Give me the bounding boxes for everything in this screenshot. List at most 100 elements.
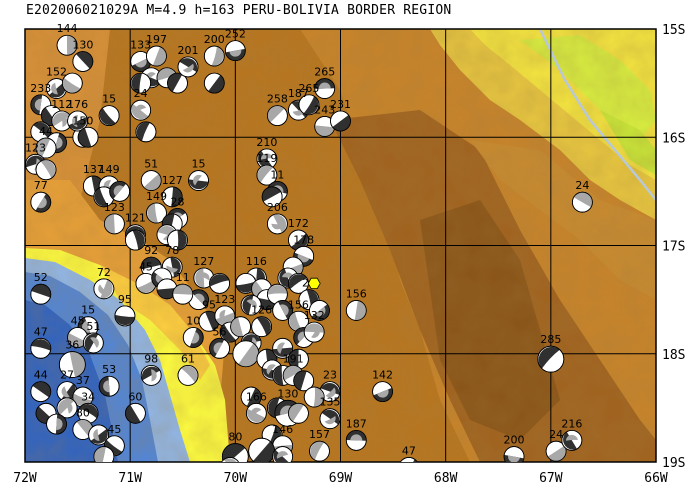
mechanism-depth-label: 119 bbox=[256, 152, 277, 165]
mechanism-depth-label: 233 bbox=[30, 82, 51, 95]
mechanism-depth-label: 252 bbox=[225, 28, 246, 41]
beachball bbox=[248, 437, 276, 462]
mechanism-depth-label: 60 bbox=[128, 390, 142, 403]
lon-tick-label: 69W bbox=[329, 471, 353, 486]
mechanism-depth-label: 36 bbox=[65, 339, 79, 352]
beachball bbox=[193, 267, 215, 289]
beachball bbox=[399, 457, 419, 462]
beachball bbox=[314, 116, 336, 137]
mechanism-depth-label: 133 bbox=[130, 38, 151, 51]
mechanism-depth-label: 123 bbox=[214, 293, 235, 306]
beachball bbox=[93, 446, 115, 462]
mechanism-depth-label: 44 bbox=[39, 125, 53, 138]
mechanism-depth-label: 149 bbox=[146, 190, 167, 203]
lon-tick-label: 68W bbox=[434, 471, 458, 486]
mechanism-depth-label: 24 bbox=[575, 179, 589, 192]
beachball bbox=[272, 446, 294, 462]
mechanism-depth-label: 265 bbox=[298, 82, 319, 95]
mechanism-depth-label: 52 bbox=[34, 271, 48, 284]
mechanism-depth-label: 28 bbox=[170, 195, 184, 208]
beachball bbox=[303, 321, 325, 343]
mechanism-depth-label: 176 bbox=[67, 98, 88, 111]
mechanism-depth-label: 34 bbox=[81, 390, 95, 403]
lon-tick-label: 72W bbox=[13, 471, 37, 486]
beachball bbox=[309, 440, 330, 462]
beachball bbox=[537, 345, 565, 373]
mechanism-depth-label: 191 bbox=[283, 352, 304, 365]
beachball bbox=[56, 34, 78, 56]
mechanism-depth-label: 56 bbox=[213, 325, 227, 338]
beachball bbox=[109, 180, 131, 202]
beachball bbox=[561, 429, 583, 451]
mechanism-depth-label: 137 bbox=[83, 163, 104, 176]
beachball bbox=[56, 397, 78, 419]
beachball bbox=[221, 457, 239, 462]
mechanism-depth-label: 150 bbox=[72, 114, 93, 127]
beachball bbox=[88, 424, 110, 446]
mechanism-depth-label: 157 bbox=[309, 428, 330, 441]
beachball bbox=[288, 229, 309, 251]
mechanism-depth-label: 187 bbox=[346, 417, 367, 430]
beachball bbox=[125, 402, 146, 424]
mechanism-depth-label: 47 bbox=[34, 325, 48, 338]
mechanism-depth-label: 92 bbox=[144, 244, 158, 257]
mechanism-depth-label: 127 bbox=[162, 174, 183, 187]
beachball bbox=[77, 126, 99, 148]
beachball bbox=[230, 316, 251, 338]
lon-tick-label: 66W bbox=[644, 471, 668, 486]
beachball bbox=[146, 45, 167, 67]
mechanism-depth-label: 10 bbox=[186, 315, 200, 328]
mechanism-depth-label: 200 bbox=[504, 434, 525, 447]
mechanism-depth-label: 47 bbox=[402, 444, 416, 457]
lon-tick-label: 71W bbox=[118, 471, 142, 486]
beachball bbox=[35, 159, 57, 181]
beachball bbox=[146, 202, 167, 224]
lat-tick-label: 18S bbox=[662, 348, 685, 363]
map-title: E202006021029A M=4.9 h=163 PERU-BOLIVIA … bbox=[26, 3, 452, 18]
beachball bbox=[224, 40, 246, 62]
beachball bbox=[30, 191, 52, 213]
mechanism-depth-label: 112 bbox=[51, 98, 72, 111]
beachball bbox=[261, 186, 283, 208]
beachball bbox=[251, 316, 273, 338]
beachball bbox=[303, 386, 325, 408]
mechanism-depth-label: 61 bbox=[181, 352, 195, 365]
mechanism-depth-label: 187 bbox=[288, 87, 309, 100]
mechanism-depth-label: 178 bbox=[293, 233, 314, 246]
mechanism-depth-label: 72 bbox=[97, 266, 111, 279]
beachball bbox=[272, 337, 294, 359]
mechanism-depth-label: 126 bbox=[251, 304, 272, 317]
beachball bbox=[240, 294, 262, 316]
mechanism-depth-label: 98 bbox=[144, 352, 158, 365]
beachball bbox=[130, 99, 152, 121]
beachball bbox=[298, 94, 320, 116]
beachball bbox=[266, 213, 288, 235]
mechanism-depth-label: 116 bbox=[246, 255, 267, 268]
mechanism-depth-label: 45 bbox=[139, 260, 153, 273]
beachball bbox=[245, 402, 267, 424]
beachball bbox=[125, 229, 146, 251]
mechanism-depth-label: 144 bbox=[57, 22, 78, 35]
mechanism-depth-label: 11 bbox=[176, 271, 190, 284]
beachball bbox=[235, 272, 257, 294]
mechanism-depth-label: 156 bbox=[346, 287, 367, 300]
mechanism-depth-label: 172 bbox=[288, 217, 309, 230]
lon-tick-label: 67W bbox=[539, 471, 563, 486]
mechanism-depth-label: 130 bbox=[72, 38, 93, 51]
mechanism-depth-label: 27 bbox=[60, 369, 74, 382]
beachball bbox=[46, 78, 67, 99]
beachball bbox=[345, 429, 367, 451]
beachball bbox=[266, 105, 288, 126]
beachball bbox=[256, 148, 278, 170]
mechanism-depth-label: 265 bbox=[314, 66, 335, 79]
mechanism-depth-label: 37 bbox=[76, 374, 90, 387]
beachball bbox=[330, 110, 351, 132]
mechanism-depth-label: 152 bbox=[46, 66, 67, 79]
mechanism-depth-label: 24 bbox=[549, 428, 563, 441]
mechanism-depth-label: 80 bbox=[228, 431, 242, 444]
beachball bbox=[545, 440, 567, 462]
beachball bbox=[182, 327, 204, 348]
beachball bbox=[93, 278, 115, 300]
lon-tick-label: 70W bbox=[224, 471, 248, 486]
